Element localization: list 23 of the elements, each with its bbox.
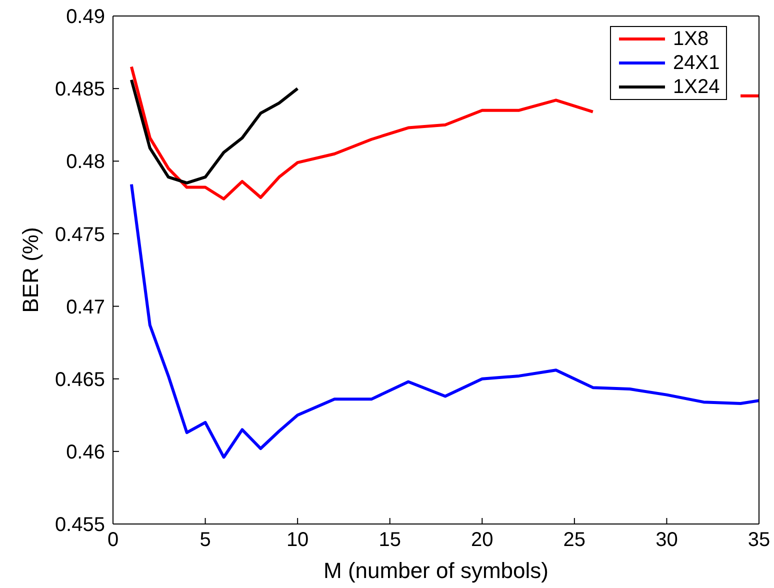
legend-label: 1X8 <box>673 27 709 51</box>
x-axis-title: M (number of symbols) <box>324 558 548 583</box>
x-tick-label: 10 <box>286 529 309 552</box>
x-tick-label: 20 <box>471 529 494 552</box>
y-axis-title: BER (%) <box>18 227 43 313</box>
x-tick-label: 30 <box>656 529 678 552</box>
y-tick-label: 0.485 <box>54 78 105 101</box>
line-series <box>130 78 300 184</box>
y-tick-label: 0.46 <box>66 442 105 464</box>
legend-label: 24X1 <box>673 51 720 75</box>
y-tick-label: 0.475 <box>54 224 105 246</box>
legend-label: 1X24 <box>673 75 720 99</box>
x-tick-label: 35 <box>748 529 770 552</box>
line-series <box>130 182 759 459</box>
y-tick-label: 0.465 <box>54 368 105 391</box>
x-tick-label: 25 <box>563 529 586 552</box>
x-tick-label: 15 <box>378 529 401 552</box>
y-tick-label: 0.47 <box>66 296 105 318</box>
y-tick-label: 0.49 <box>66 6 105 28</box>
x-tick-label: 5 <box>200 529 211 552</box>
x-tick-label: 0 <box>107 529 119 552</box>
y-tick-label: 0.455 <box>54 514 105 536</box>
y-tick-label: 0.48 <box>66 151 105 174</box>
